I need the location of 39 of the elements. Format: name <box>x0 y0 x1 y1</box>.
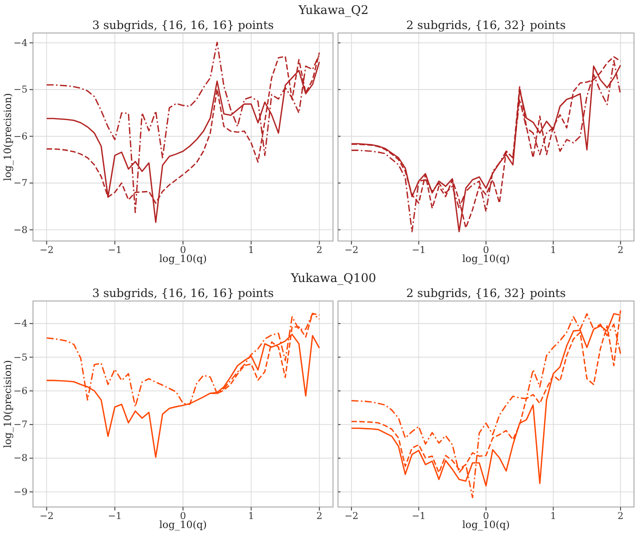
x-tick-label: −1 <box>412 245 426 256</box>
x-tick-label: −1 <box>108 245 122 256</box>
chart-title: 3 subgrids, {16, 16, 16} points <box>92 286 274 300</box>
x-axis-title: log_10(q) <box>159 254 207 265</box>
y-axis-title: log_10(precision) <box>3 360 14 448</box>
y-tick-label: −5 <box>13 84 28 96</box>
x-tick-label: 1 <box>248 245 254 256</box>
x-tick-label: 1 <box>248 511 254 522</box>
x-tick-label: −2 <box>344 511 358 522</box>
x-tick-label: −2 <box>40 511 54 522</box>
y-tick-label: −7 <box>13 178 28 190</box>
y-tick-label: −6 <box>13 386 28 397</box>
y-tick-label: −7 <box>13 420 28 431</box>
text: Yukawa_Q2 <box>298 3 368 17</box>
x-tick-label: −1 <box>108 511 122 522</box>
chart-title: 2 subgrids, {16, 32} points <box>406 18 566 32</box>
text: Yukawa_Q100 <box>290 271 376 285</box>
y-tick-label: −9 <box>13 486 28 498</box>
x-axis-title: log_10(q) <box>159 520 207 531</box>
y-tick-label: −8 <box>13 453 28 464</box>
x-axis-title: log_10(q) <box>462 520 510 531</box>
y-axis-title: log_10(precision) <box>3 92 14 181</box>
x-tick-label: 1 <box>550 245 556 256</box>
x-tick-label: 2 <box>316 245 322 256</box>
y-tick-label: −6 <box>13 131 28 142</box>
x-axis-title: log_10(q) <box>462 254 510 265</box>
x-tick-label: −2 <box>344 245 358 256</box>
x-tick-label: 2 <box>618 511 624 522</box>
y-tick-label: −8 <box>13 224 28 236</box>
x-tick-label: −2 <box>40 245 54 256</box>
y-tick-label: −5 <box>13 352 28 364</box>
y-tick-label: −4 <box>13 38 28 49</box>
chart-title: 3 subgrids, {16, 16, 16} points <box>92 18 274 32</box>
x-tick-label: 2 <box>316 511 322 522</box>
chart-title: 2 subgrids, {16, 32} points <box>406 286 566 300</box>
y-tick-label: −4 <box>13 318 28 330</box>
x-tick-label: 2 <box>618 245 624 256</box>
x-tick-label: −1 <box>412 511 426 522</box>
x-tick-label: 1 <box>550 511 556 522</box>
